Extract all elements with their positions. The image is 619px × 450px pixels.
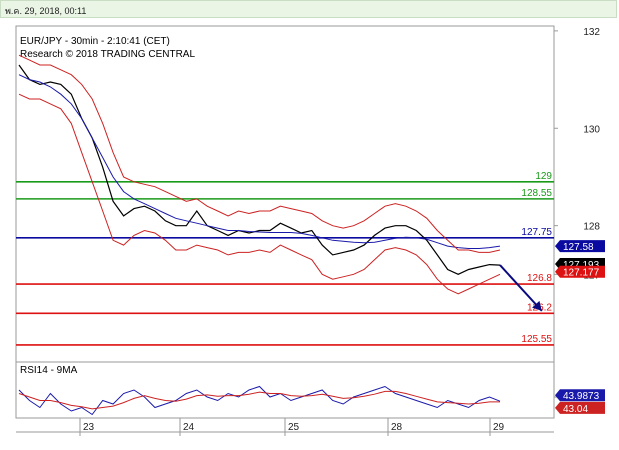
ticks-group: 132130128127502324252829: [79, 27, 600, 436]
series-line: [18, 64, 501, 275]
rsi-price-tag: [555, 401, 605, 414]
series-line: [18, 54, 501, 253]
rsi-series-line: [18, 385, 501, 416]
rsi-price-tag-label: 43.04: [563, 404, 588, 415]
series-group: [18, 54, 543, 416]
rsi-title: RSI14 - 9MA: [20, 365, 78, 376]
y-tick-label: 128: [583, 222, 600, 233]
rsi-plot-frame: [15, 361, 555, 419]
series-line: [18, 74, 501, 249]
price-tag: [555, 265, 605, 278]
level-label: 126.8: [527, 273, 552, 284]
rsi-price-tag-label: 43.9873: [563, 391, 600, 402]
y-tick-label: 132: [583, 27, 600, 38]
price-tag: [555, 240, 605, 253]
x-tick-label: 24: [183, 422, 195, 433]
header-date: พ.ค. 29, 2018, 00:11: [5, 6, 87, 16]
price-tag-label: 127.193: [563, 260, 600, 271]
series-line: [18, 93, 501, 295]
x-tick-label: 23: [83, 422, 95, 433]
level-label: 125.55: [521, 334, 552, 345]
level-label: 128.55: [521, 188, 552, 199]
header-bar: พ.ค. 29, 2018, 00:11: [0, 0, 617, 18]
y-tick-label: 130: [583, 124, 600, 135]
level-label: 129: [535, 171, 552, 182]
rsi-series-line: [18, 390, 500, 410]
rsi-price-tag: [555, 389, 605, 402]
level-label: 127.75: [521, 227, 552, 238]
forecast-arrow-head: [532, 300, 542, 311]
chart-title: EUR/JPY - 30min - 2:10:41 (CET): [20, 36, 170, 47]
x-tick-label: 25: [288, 422, 300, 433]
price-tag-label: 127.177: [563, 268, 600, 279]
forecast-arrow: [499, 264, 543, 312]
price-tag-label: 127.58: [563, 242, 594, 253]
chart-subtitle: Research © 2018 TRADING CENTRAL: [20, 49, 195, 60]
x-tick-label: 28: [391, 422, 403, 433]
x-tick-label: 29: [493, 422, 505, 433]
